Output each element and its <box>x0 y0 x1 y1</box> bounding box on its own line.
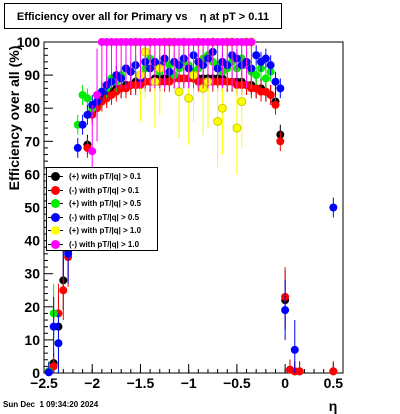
data-point <box>73 143 82 152</box>
y-tick-label: 30 <box>24 266 40 282</box>
y-tick-label: 10 <box>24 332 40 348</box>
data-point <box>247 38 256 46</box>
data-point <box>295 367 304 376</box>
y-tick-label: 90 <box>24 67 40 83</box>
data-point <box>88 147 97 156</box>
legend-label: (-) with pT/|q| > 1.0 <box>69 239 140 249</box>
data-point <box>290 345 299 354</box>
y-tick-label: 40 <box>24 233 40 249</box>
legend-marker <box>51 212 60 222</box>
series-3 <box>44 42 338 377</box>
data-point <box>271 100 280 109</box>
legend-item: (+) with pT/|q| > 0.1 <box>47 170 157 183</box>
data-point <box>232 123 242 133</box>
legend: (+) with pT/|q| > 0.1 (-) with pT/|q| > 0… <box>46 167 158 251</box>
legend-item: (-) with pT/|q| > 0.1 <box>47 184 157 197</box>
data-point <box>54 339 63 348</box>
x-tick-label: −2.5 <box>30 375 58 391</box>
data-point <box>266 61 275 70</box>
y-tick-label: 100 <box>17 34 41 50</box>
data-point <box>49 322 58 331</box>
data-point <box>261 74 270 83</box>
legend-marker <box>51 226 60 235</box>
series-5 <box>88 38 256 198</box>
data-point <box>276 137 285 146</box>
data-point <box>174 87 184 97</box>
data-point <box>49 362 58 371</box>
x-tick-label: 0 <box>281 375 289 391</box>
x-tick-label: −2 <box>84 375 100 391</box>
x-tick-label: −0.5 <box>223 375 251 391</box>
y-tick-label: 60 <box>24 166 40 182</box>
legend-item: (-) with pT/|q| > 0.5 <box>47 211 157 224</box>
data-point <box>83 110 92 119</box>
legend-label: (+) with pT/|q| > 0.5 <box>69 199 142 208</box>
data-point <box>44 368 53 377</box>
x-tick-label: 0.5 <box>324 375 344 391</box>
legend-label: (-) with pT/|q| > 0.1 <box>69 185 140 195</box>
data-point <box>252 51 261 60</box>
legend-item: (+) with pT/|q| > 1.0 <box>47 224 157 237</box>
data-point <box>64 249 73 258</box>
legend-marker <box>51 239 60 249</box>
data-point <box>261 54 270 63</box>
data-point <box>276 84 285 93</box>
data-point <box>217 103 227 113</box>
data-point <box>271 77 280 86</box>
legend-item: (+) with pT/|q| > 0.5 <box>47 197 157 210</box>
y-tick-label: 50 <box>24 200 40 216</box>
legend-item: (-) with pT/|q| > 1.0 <box>47 238 157 251</box>
chart-title: Efficiency over all for Primary vs η at … <box>4 3 282 29</box>
legend-marker <box>51 185 60 195</box>
data-point <box>237 97 247 107</box>
x-axis-label: η <box>329 398 338 414</box>
y-tick-label: 0 <box>32 365 40 381</box>
x-tick-label: −1.5 <box>127 375 155 391</box>
legend-label: (-) with pT/|q| > 0.5 <box>69 212 140 222</box>
legend-marker <box>51 172 60 181</box>
y-axis-label: Efficiency over all (%) <box>6 46 22 191</box>
data-point <box>83 94 92 103</box>
data-point <box>184 93 194 103</box>
y-tick-label: 20 <box>24 299 40 315</box>
data-point <box>213 116 223 126</box>
legend-label: (+) with pT/|q| > 1.0 <box>69 226 142 235</box>
data-point <box>59 286 68 295</box>
data-point <box>252 71 261 80</box>
legend-marker <box>51 199 60 208</box>
x-tick-label: −1 <box>181 375 197 391</box>
data-point <box>329 203 338 212</box>
data-point <box>281 306 290 315</box>
data-point <box>93 90 102 99</box>
y-tick-label: 70 <box>24 133 40 149</box>
data-point <box>78 120 87 129</box>
data-point <box>329 367 338 376</box>
legend-label: (+) with pT/|q| > 0.1 <box>69 172 142 181</box>
y-tick-label: 80 <box>24 100 40 116</box>
data-point <box>266 90 275 99</box>
datestamp: Sun Dec 1 09:34:20 2024 <box>3 400 99 409</box>
